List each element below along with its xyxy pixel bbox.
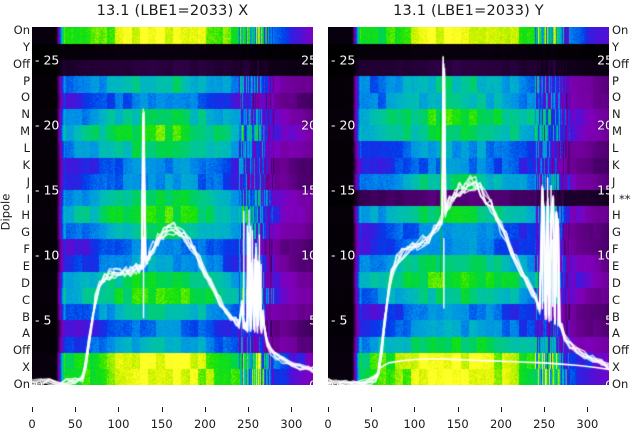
x-tick-label: 50 <box>67 417 83 431</box>
row-label-right: On <box>612 377 629 391</box>
row-label-left: G <box>21 225 30 240</box>
heatmap-image-y <box>328 27 609 385</box>
row-label-right: F <box>612 242 619 257</box>
row-label-right: B <box>612 309 620 324</box>
row-label-left: I <box>26 191 30 206</box>
row-label-left: E <box>22 259 30 273</box>
row-label-left: H <box>21 208 30 223</box>
x-tick-mark <box>161 407 163 412</box>
row-label-left: O <box>20 90 30 105</box>
row-label-right: On <box>612 23 629 37</box>
x-tick-label: 150 <box>150 417 173 431</box>
x-tick-label: 0 <box>28 417 36 431</box>
row-label-left: A <box>22 326 30 341</box>
row-label-left: Off <box>13 56 30 71</box>
row-label-right: C <box>612 292 621 307</box>
row-label-left: N <box>21 107 30 122</box>
row-label-left: Y <box>22 39 30 54</box>
row-label-left: C <box>21 292 30 307</box>
x-tick-mark <box>544 407 546 412</box>
row-label-right: P <box>612 73 619 88</box>
x-tick-mark <box>457 407 459 412</box>
row-label-right: E <box>612 259 620 273</box>
x-tick-mark <box>75 407 77 412</box>
heatmap-panel-x[interactable]: 00- 55- 1010- 1515- 2020- 2525 <box>32 27 313 385</box>
x-tick-label: 200 <box>193 417 216 431</box>
row-label-right: Off <box>612 56 629 71</box>
x-tick-label: 300 <box>576 417 599 431</box>
row-label-right: Y <box>612 39 620 54</box>
x-tick-label: 100 <box>107 417 130 431</box>
row-label-left: On <box>13 23 30 37</box>
x-tick-mark <box>500 407 502 412</box>
row-label-right: M <box>612 124 622 139</box>
row-label-right: G <box>612 225 621 240</box>
x-tick-mark <box>291 407 293 412</box>
x-tick-label: 0 <box>324 417 332 431</box>
x-tick-mark <box>118 407 120 412</box>
row-label-right: H <box>612 208 621 223</box>
row-label-left: X <box>22 360 30 375</box>
row-label-left: Off <box>13 343 30 358</box>
row-label-left: F <box>23 242 30 257</box>
heatmap-panel-y[interactable]: 00- 55- 1010- 1515- 2020- 2525 <box>328 27 609 385</box>
row-label-right: L <box>612 141 619 155</box>
row-label-right: Off <box>612 343 629 358</box>
x-tick-mark <box>248 407 250 412</box>
x-tick-label: 50 <box>363 417 379 431</box>
x-tick-mark <box>328 407 329 412</box>
row-label-right: J <box>612 174 616 189</box>
x-tick-label: 250 <box>237 417 260 431</box>
x-tick-mark <box>32 407 33 412</box>
row-label-right: N <box>612 107 621 122</box>
row-label-left: J <box>26 174 30 189</box>
x-tick-mark <box>371 407 373 412</box>
row-label-right: D <box>612 275 621 290</box>
row-label-left: L <box>23 141 30 155</box>
row-label-left: B <box>22 309 30 324</box>
row-label-right: A <box>612 326 620 341</box>
row-label-left: K <box>22 157 30 172</box>
heatmap-canvas-wrap-y <box>328 27 609 385</box>
row-label-right: X <box>612 360 620 375</box>
x-tick-label: 300 <box>280 417 303 431</box>
row-label-left: M <box>20 124 30 139</box>
panel-title-y: 13.1 (LBE1=2033) Y <box>393 3 544 19</box>
row-label-left: On <box>13 377 30 391</box>
x-tick-label: 200 <box>489 417 512 431</box>
panel-title-x: 13.1 (LBE1=2033) X <box>96 3 249 19</box>
x-tick-label: 250 <box>533 417 556 431</box>
row-label-right: I ** <box>612 191 631 206</box>
x-tick-label: 100 <box>403 417 426 431</box>
row-label-right: K <box>612 157 620 172</box>
row-label-right: O <box>612 90 622 105</box>
x-tick-mark <box>204 407 206 412</box>
row-label-left: P <box>23 73 30 88</box>
x-tick-mark <box>587 407 589 412</box>
row-label-left: D <box>21 275 30 290</box>
x-tick-label: 150 <box>446 417 469 431</box>
heatmap-image-x <box>32 27 313 385</box>
x-tick-mark <box>414 407 416 412</box>
heatmap-canvas-wrap-x <box>32 27 313 385</box>
